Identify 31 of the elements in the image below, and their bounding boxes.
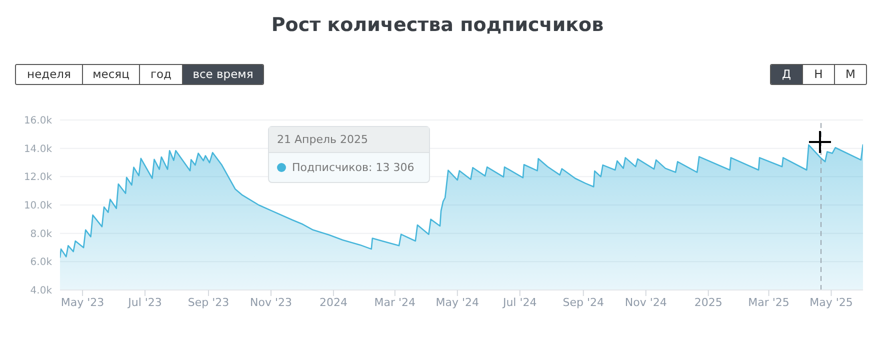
x-tick-label: Mar '25 (748, 296, 790, 309)
text: неделя (16, 65, 82, 84)
x-tick-label: Nov '23 (250, 296, 292, 309)
tooltip-card: 21 Апрель 2025 Подписчиков: 13 306 (268, 126, 430, 183)
x-tick-label: May '24 (436, 296, 480, 309)
y-tick-label: 6.0k (30, 257, 52, 268)
text: все время (182, 65, 263, 84)
y-tick-label: 12.0k (24, 172, 52, 184)
annotation: 21 Апрель 2025 (269, 127, 429, 153)
x-tick-label: Sep '23 (188, 296, 230, 309)
text: месяц (82, 65, 139, 84)
x-tick-label: Mar '24 (374, 296, 416, 309)
y-tick-label: 16.0k (24, 116, 52, 127)
text: М (834, 65, 866, 84)
x-tick-label: Sep '24 (562, 296, 604, 309)
annotation: Подписчиков: 13 306 (292, 161, 414, 174)
x-tick-label: Nov '24 (624, 296, 667, 309)
y-tick-label: 10.0k (24, 200, 52, 212)
x-tick-label: May '25 (810, 296, 853, 309)
x-tick-label: 2025 (694, 296, 722, 309)
text: Д (771, 65, 802, 84)
x-tick-label: May '23 (60, 296, 104, 309)
text: год (139, 65, 182, 84)
chart-title: Рост количества подписчиков (270, 14, 605, 36)
x-tick-label: Jul '24 (502, 296, 537, 309)
y-tick-label: 14.0k (24, 144, 52, 155)
y-tick-label: 8.0k (30, 228, 52, 240)
x-tick-label: Jul '23 (127, 296, 162, 309)
y-tick-label: 4.0k (30, 286, 52, 297)
x-tick-label: 2024 (319, 296, 348, 309)
text: Н (802, 65, 834, 84)
